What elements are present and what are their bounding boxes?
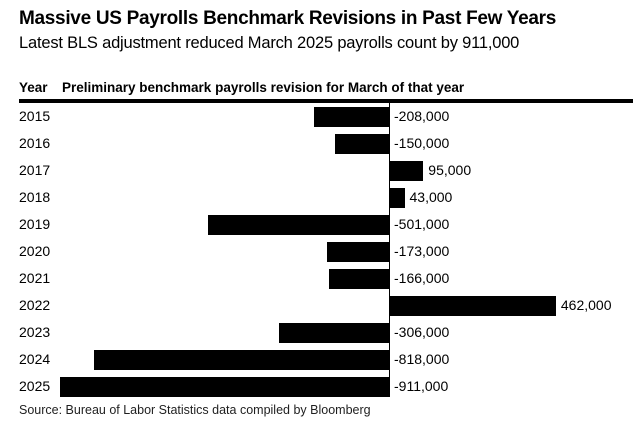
value-label-2025: -911,000 [394, 378, 449, 394]
year-label-2024: 2024 [19, 351, 51, 367]
chart-row-2019: 2019 -501,000 [0, 211, 644, 238]
chart-subtitle: Latest BLS adjustment reduced March 2025… [19, 34, 520, 52]
value-column-header: Preliminary benchmark payrolls revision … [62, 80, 465, 95]
year-label-2021: 2021 [19, 270, 51, 286]
chart-row-2017: 2017 95,000 [0, 157, 644, 184]
bar-2016 [334, 133, 389, 154]
table-header: Year Preliminary benchmark payrolls revi… [0, 80, 644, 98]
bar-2025 [59, 376, 389, 397]
chart-title: Massive US Payrolls Benchmark Revisions … [19, 8, 556, 29]
year-column-header: Year [19, 80, 48, 95]
chart-row-2024: 2024 -818,000 [0, 346, 644, 373]
zero-axis-line [389, 103, 390, 397]
plot-area: 2015 -208,000 2016 -150,000 2017 95,000 2018 43… [0, 103, 644, 400]
bar-2022 [389, 295, 556, 316]
chart-row-2018: 2018 43,000 [0, 184, 644, 211]
value-label-2021: -166,000 [394, 270, 450, 286]
bar-2019 [208, 214, 389, 235]
year-label-2017: 2017 [19, 162, 51, 178]
chart-row-2016: 2016 -150,000 [0, 130, 644, 157]
bar-2023 [278, 322, 389, 343]
bar-2015 [313, 106, 389, 127]
bar-2017 [389, 160, 424, 181]
value-label-2024: -818,000 [394, 351, 450, 367]
source-note: Source: Bureau of Labor Statistics data … [19, 403, 371, 417]
value-label-2018: 43,000 [409, 189, 453, 205]
value-label-2019: -501,000 [394, 216, 450, 232]
year-label-2019: 2019 [19, 216, 51, 232]
chart-row-2022: 2022 462,000 [0, 292, 644, 319]
value-label-2020: -173,000 [394, 243, 450, 259]
year-label-2025: 2025 [19, 378, 51, 394]
value-label-2022: 462,000 [560, 297, 612, 313]
bar-2018 [389, 187, 405, 208]
chart-row-2020: 2020 -173,000 [0, 238, 644, 265]
chart-row-2021: 2021 -166,000 [0, 265, 644, 292]
value-label-2016: -150,000 [394, 135, 450, 151]
value-label-2017: 95,000 [428, 162, 472, 178]
year-label-2018: 2018 [19, 189, 51, 205]
chart-row-2023: 2023 -306,000 [0, 319, 644, 346]
value-label-2023: -306,000 [394, 324, 450, 340]
bar-2021 [329, 268, 389, 289]
value-label-2015: -208,000 [394, 108, 450, 124]
year-label-2022: 2022 [19, 297, 51, 313]
bar-2020 [326, 241, 389, 262]
chart-row-2025: 2025 -911,000 [0, 373, 644, 400]
chart-row-2015: 2015 -208,000 [0, 103, 644, 130]
year-label-2015: 2015 [19, 108, 51, 124]
header-rule [19, 99, 633, 103]
year-label-2016: 2016 [19, 135, 51, 151]
year-label-2023: 2023 [19, 324, 51, 340]
year-label-2020: 2020 [19, 243, 51, 259]
bar-2024 [93, 349, 389, 370]
